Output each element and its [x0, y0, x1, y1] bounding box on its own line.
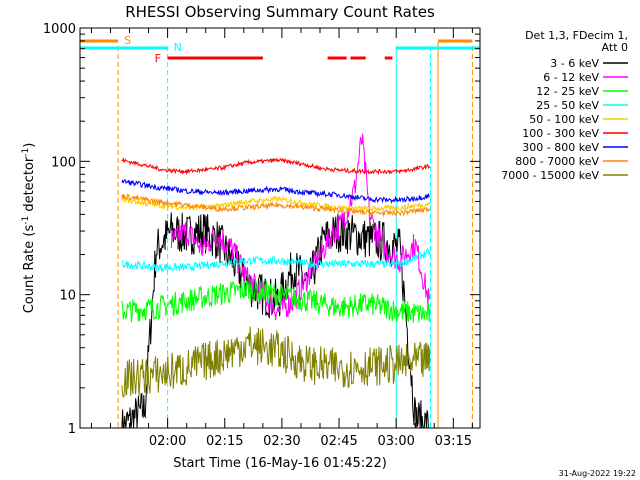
series-25-50-kev [121, 248, 431, 273]
night-label: N [174, 41, 182, 54]
legend-label: 800 - 7000 keV [515, 155, 599, 168]
legend-header: Att 0 [602, 41, 628, 54]
legend-label: 7000 - 15000 keV [501, 169, 599, 182]
y-tick-label: 10 [59, 289, 76, 304]
y-tick-label: 100 [51, 155, 76, 170]
y-axis-label-mid: detector [22, 156, 37, 216]
series-line [121, 326, 431, 398]
x-tick-label: 03:00 [377, 434, 414, 449]
series-line [121, 195, 431, 213]
y-axis-label-main: Count Rate (s [22, 225, 37, 314]
x-tick-label: 02:30 [263, 434, 300, 449]
plot-area: S NF [79, 34, 480, 429]
series-800-7000-kev [121, 193, 431, 218]
legend-header: Det 1,3, FDecim 1, [525, 29, 628, 42]
legend-label: 50 - 100 keV [529, 113, 599, 126]
series-line [121, 248, 431, 273]
series-300-800-kev [121, 179, 430, 204]
series-line [121, 179, 430, 204]
series-line [121, 278, 431, 323]
y-axis-label-end: ) [22, 143, 37, 148]
chart-title: RHESSI Observing Summary Count Rates [125, 3, 435, 21]
y-axis-label-sup: -1 [21, 216, 31, 225]
series-6-12-kev [170, 133, 431, 321]
legend-label: 3 - 6 keV [550, 57, 599, 70]
series-50-100-kev [121, 195, 431, 213]
y-tick-label: 1000 [43, 22, 76, 37]
x-tick-label: 02:15 [206, 434, 243, 449]
plot-frame [79, 27, 481, 429]
y-axis-label-sup2: -1 [21, 148, 31, 157]
series-line [121, 212, 430, 429]
legend-label: 25 - 50 keV [536, 99, 599, 112]
legend-label: 300 - 800 keV [522, 141, 599, 154]
series-12-25-kev [121, 278, 431, 323]
series-line [170, 133, 431, 321]
legend-label: 6 - 12 keV [543, 71, 599, 84]
y-axis-label: Count Rate (s-1 detector-1) [21, 143, 37, 314]
flare-label: F [155, 52, 161, 65]
x-tick-label: 03:15 [435, 434, 472, 449]
series-line [121, 157, 431, 176]
series-3-6-kev [121, 212, 430, 429]
series-line [121, 193, 431, 218]
series-7000-15000-kev [121, 326, 431, 398]
y-tick-label: 1 [68, 422, 76, 437]
legend-label: 100 - 300 keV [522, 127, 599, 140]
axes: 1 10 100 1000 02:00 02:15 02:30 02:45 03:00 03:15 [43, 22, 481, 449]
legend-label: 12 - 25 keV [536, 85, 599, 98]
x-axis-label: Start Time (16-May-16 01:45:22) [173, 456, 387, 471]
saa-label: S [124, 34, 131, 47]
series-100-300-kev [121, 157, 431, 176]
timestamp: 31-Aug-2022 19:22 [559, 469, 636, 478]
x-tick-label: 02:45 [320, 434, 357, 449]
x-tick-label: 02:00 [149, 434, 186, 449]
